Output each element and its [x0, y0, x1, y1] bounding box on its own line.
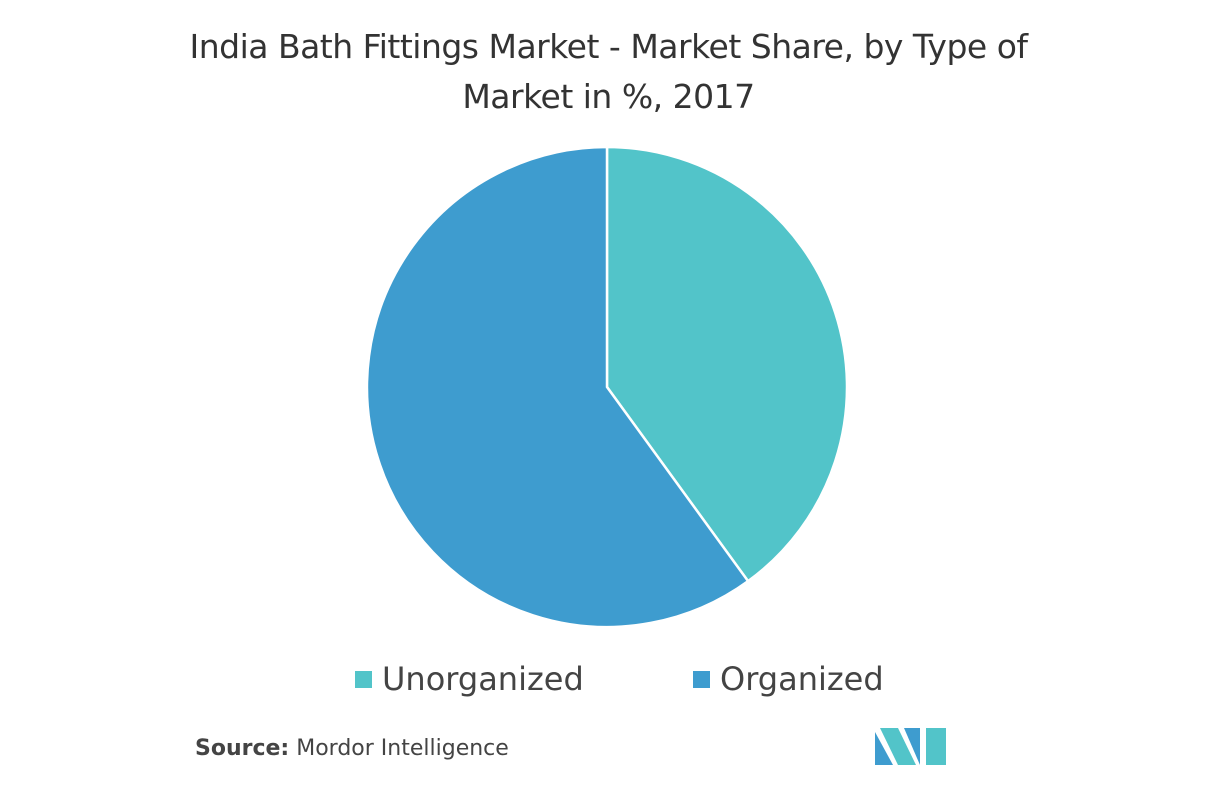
pie-slice [605, 145, 849, 583]
chart-title: India Bath Fittings Market - Market Shar… [189, 27, 1028, 116]
legend-swatch [355, 671, 372, 688]
source-label: Source: [195, 736, 289, 761]
legend-label: Unorganized [382, 660, 584, 698]
logo [875, 728, 946, 765]
legend-swatch [693, 671, 710, 688]
pie-slice [365, 145, 750, 629]
source-text: Mordor Intelligence [296, 736, 509, 761]
legend-label: Organized [720, 660, 884, 698]
source: Source: Mordor Intelligence [195, 736, 509, 761]
